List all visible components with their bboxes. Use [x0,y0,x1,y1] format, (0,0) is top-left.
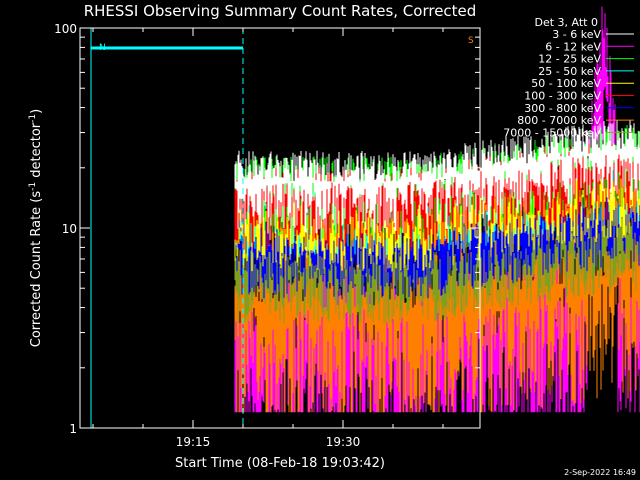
y-tick-label: 10 [62,222,77,236]
y-axis-label: Corrected Count Rate (s-1 detector-1) [28,109,44,347]
x-tick-label: 19:15 [176,435,211,449]
legend-label: 7000 - 15000 keV [503,126,601,139]
legend-label: 6 - 12 keV [545,40,601,53]
legend-label: 800 - 7000 keV [517,114,601,127]
legend-label: 12 - 25 keV [538,53,601,66]
orbit-markers: NS [90,28,474,428]
saa-label: S [468,36,474,46]
footer-date: 2-Sep-2022 16:49 [564,468,636,477]
legend-header: Det 3, Att 0 [535,16,599,29]
legend-label: 300 - 800 keV [524,102,601,115]
legend-label: 50 - 100 keV [531,77,601,90]
axes: 1 10 100 19:15 19:30 [54,22,480,449]
legend-label: 3 - 6 keV [552,28,601,41]
night-label: N [99,43,106,53]
x-tick-label: 19:30 [326,435,361,449]
y-tick-label: 100 [54,22,77,36]
legend-label: 25 - 50 keV [538,65,601,78]
x-axis-label: Start Time (08-Feb-18 19:03:42) [175,456,385,471]
y-tick-label: 1 [69,422,77,436]
count-rate-traces [234,6,640,413]
chart-title: RHESSI Observing Summary Count Rates, Co… [84,2,477,20]
legend-label: 100 - 300 keV [524,90,601,103]
trace-3-6keV [234,119,640,234]
